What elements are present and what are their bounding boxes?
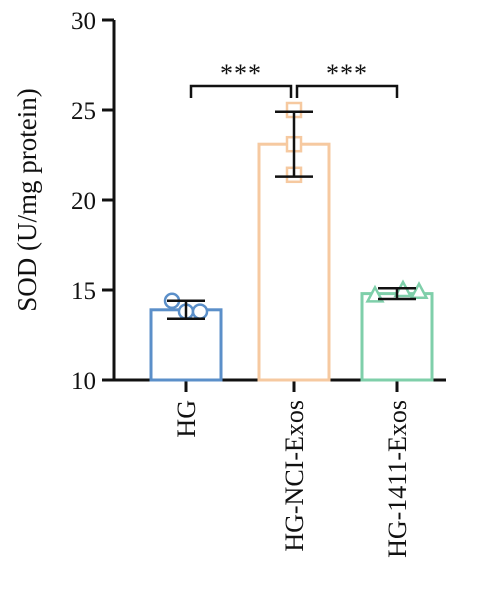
y-axis-title: SOD (U/mg protein) xyxy=(12,88,42,311)
y-tick-label: 25 xyxy=(71,98,96,125)
data-point xyxy=(409,281,429,300)
x-tick-label: HG-1411-Exos xyxy=(383,400,412,558)
data-point xyxy=(191,303,209,320)
y-tick-label: 15 xyxy=(71,278,96,305)
significance-label: *** xyxy=(326,59,368,88)
bar-hg-1411-exos xyxy=(360,292,434,382)
y-tick-label: 20 xyxy=(71,188,96,215)
y-tick-label: 10 xyxy=(71,368,96,395)
bar-hg xyxy=(149,308,223,382)
significance-label: *** xyxy=(220,59,262,88)
significance-bracket xyxy=(189,84,293,98)
y-tick-label: 30 xyxy=(71,8,96,35)
x-tick-label: HG xyxy=(172,400,201,438)
significance-bracket xyxy=(295,84,399,98)
x-tick-label: HG-NCI-Exos xyxy=(280,400,309,552)
